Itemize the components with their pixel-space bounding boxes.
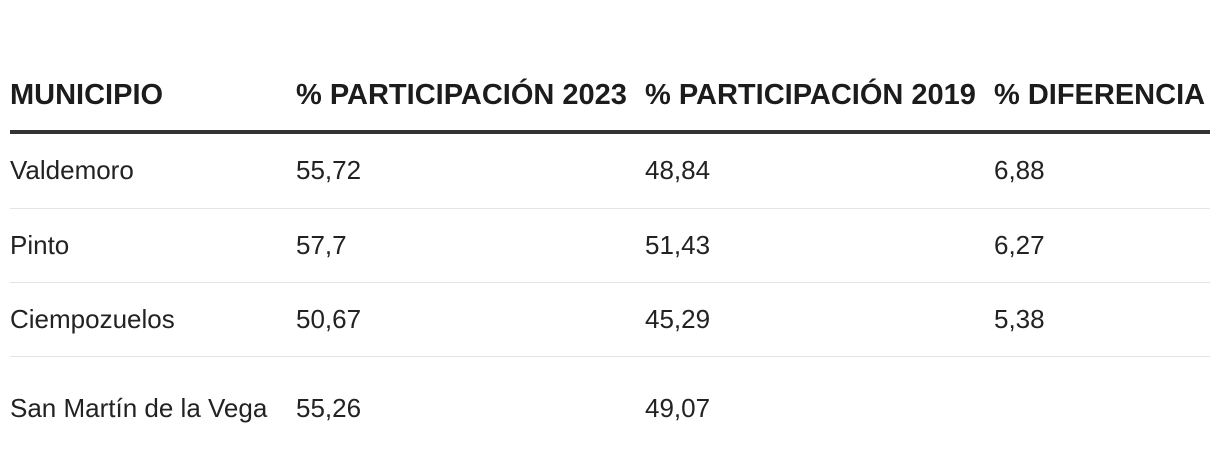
header-municipio[interactable]: MUNICIPIO — [10, 0, 296, 134]
header-participacion-2019[interactable]: % PARTICIPACIÓN 2019 — [645, 0, 994, 134]
cell-participacion-2023: 50,67 — [296, 282, 645, 357]
cell-participacion-2019: 49,07 — [645, 392, 711, 423]
table-row: San Martín de la Vega 55,26 49,07 — [10, 356, 1210, 460]
cell-municipio: Pinto — [10, 208, 296, 283]
header-participacion-2023[interactable]: % PARTICIPACIÓN 2023 — [296, 0, 645, 134]
header-row: MUNICIPIO % PARTICIPACIÓN 2023 % PARTICI… — [10, 0, 1210, 134]
cell-municipio: Valdemoro — [10, 132, 296, 209]
cell-participacion-2019: 51,43 — [645, 208, 994, 283]
cell-participacion-2019: 45,29 — [645, 282, 994, 357]
table-row: Valdemoro 55,72 48,84 6,88 — [10, 132, 1210, 209]
cell-municipio: San Martín de la Vega — [10, 392, 268, 423]
table-header: MUNICIPIO % PARTICIPACIÓN 2023 % PARTICI… — [10, 0, 1210, 134]
cell-municipio: Ciempozuelos — [10, 282, 296, 357]
cell-diferencia: 6,88 — [994, 132, 1210, 209]
cell-diferencia: 6,27 — [994, 208, 1210, 283]
cell-participacion-2023: 55,26 — [296, 392, 362, 423]
cell-diferencia — [994, 356, 1210, 460]
table-row: Ciempozuelos 50,67 45,29 5,38 — [10, 282, 1210, 357]
cell-diferencia: 5,38 — [994, 282, 1210, 357]
cell-participacion-2023: 57,7 — [296, 208, 645, 283]
participation-table: MUNICIPIO % PARTICIPACIÓN 2023 % PARTICI… — [10, 0, 1210, 460]
header-diferencia[interactable]: % DIFERENCIA — [994, 0, 1210, 134]
cell-participacion-2023: 55,72 — [296, 132, 645, 209]
table-body: Valdemoro 55,72 48,84 6,88 Pinto 57,7 51… — [10, 132, 1210, 460]
table-row: Pinto 57,7 51,43 6,27 — [10, 208, 1210, 283]
cell-participacion-2019: 48,84 — [645, 132, 994, 209]
